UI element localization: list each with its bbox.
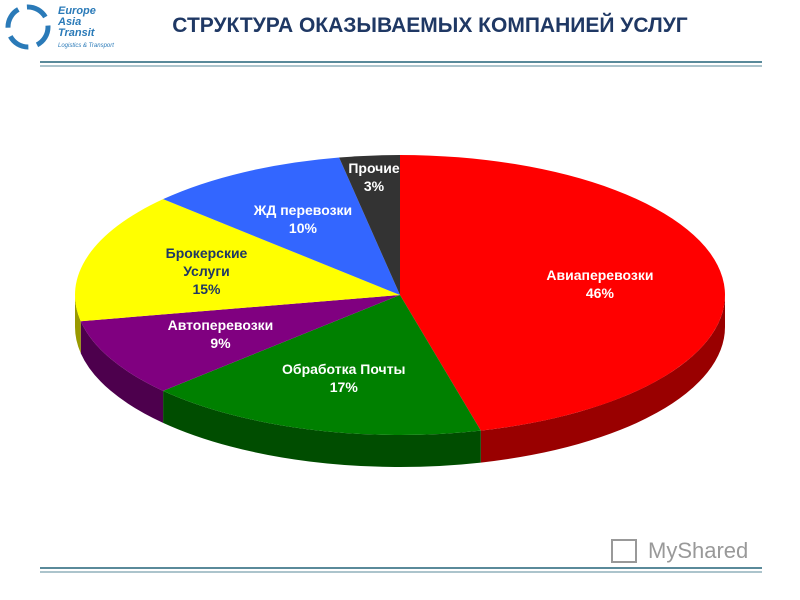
slice-label: Авиаперевозки 46% <box>537 266 662 302</box>
slice-side <box>75 295 81 354</box>
slice <box>80 295 400 391</box>
slice <box>339 155 400 295</box>
logo-text: Transit <box>58 27 95 39</box>
slice-label: Брокерские Услуги 15% <box>144 244 269 298</box>
slice-label: Автоперевозки 9% <box>158 316 283 352</box>
slice-label: Прочие 3% <box>312 159 437 195</box>
label-text: 9% <box>210 335 231 352</box>
label-text: 46% <box>585 285 614 302</box>
label-text: Авиаперевозки <box>546 267 654 284</box>
slice-side <box>480 295 725 463</box>
slice <box>163 295 481 435</box>
logo: Europe Asia Transit Logistics & Transpor… <box>58 6 114 52</box>
label-text: ЖД перевозки <box>253 201 353 218</box>
pie <box>75 155 726 468</box>
label-text: Прочие <box>348 159 400 176</box>
slice-label: Обработка Почты 17% <box>281 360 406 396</box>
label-text: 15% <box>192 280 221 297</box>
label-text: Обработка Почты <box>282 361 406 378</box>
label-text: 3% <box>363 177 385 194</box>
slice-label: ЖД перевозки 10% <box>240 201 365 237</box>
slice <box>75 199 401 322</box>
slice-side <box>163 390 481 468</box>
slice-side <box>80 321 164 423</box>
slice <box>163 157 400 295</box>
label-text: Брокерские Услуги <box>165 244 248 279</box>
chart-title: СТРУКТУРА ОКАЗЫВАЕМЫХ КОМПАНИЕЙ УСЛУГ <box>172 14 688 37</box>
label-text: 17% <box>329 379 358 396</box>
logo-text: Asia <box>58 16 82 28</box>
logo-icon <box>5 4 51 50</box>
slice <box>400 155 726 431</box>
label-text: 10% <box>288 219 317 236</box>
label-text: Автоперевозки <box>167 317 274 334</box>
logo-tagline: Logistics & Transport <box>58 43 114 49</box>
logo-text: Europe <box>58 5 96 17</box>
watermark: MyShared <box>648 538 749 563</box>
watermark-icon <box>611 539 637 563</box>
